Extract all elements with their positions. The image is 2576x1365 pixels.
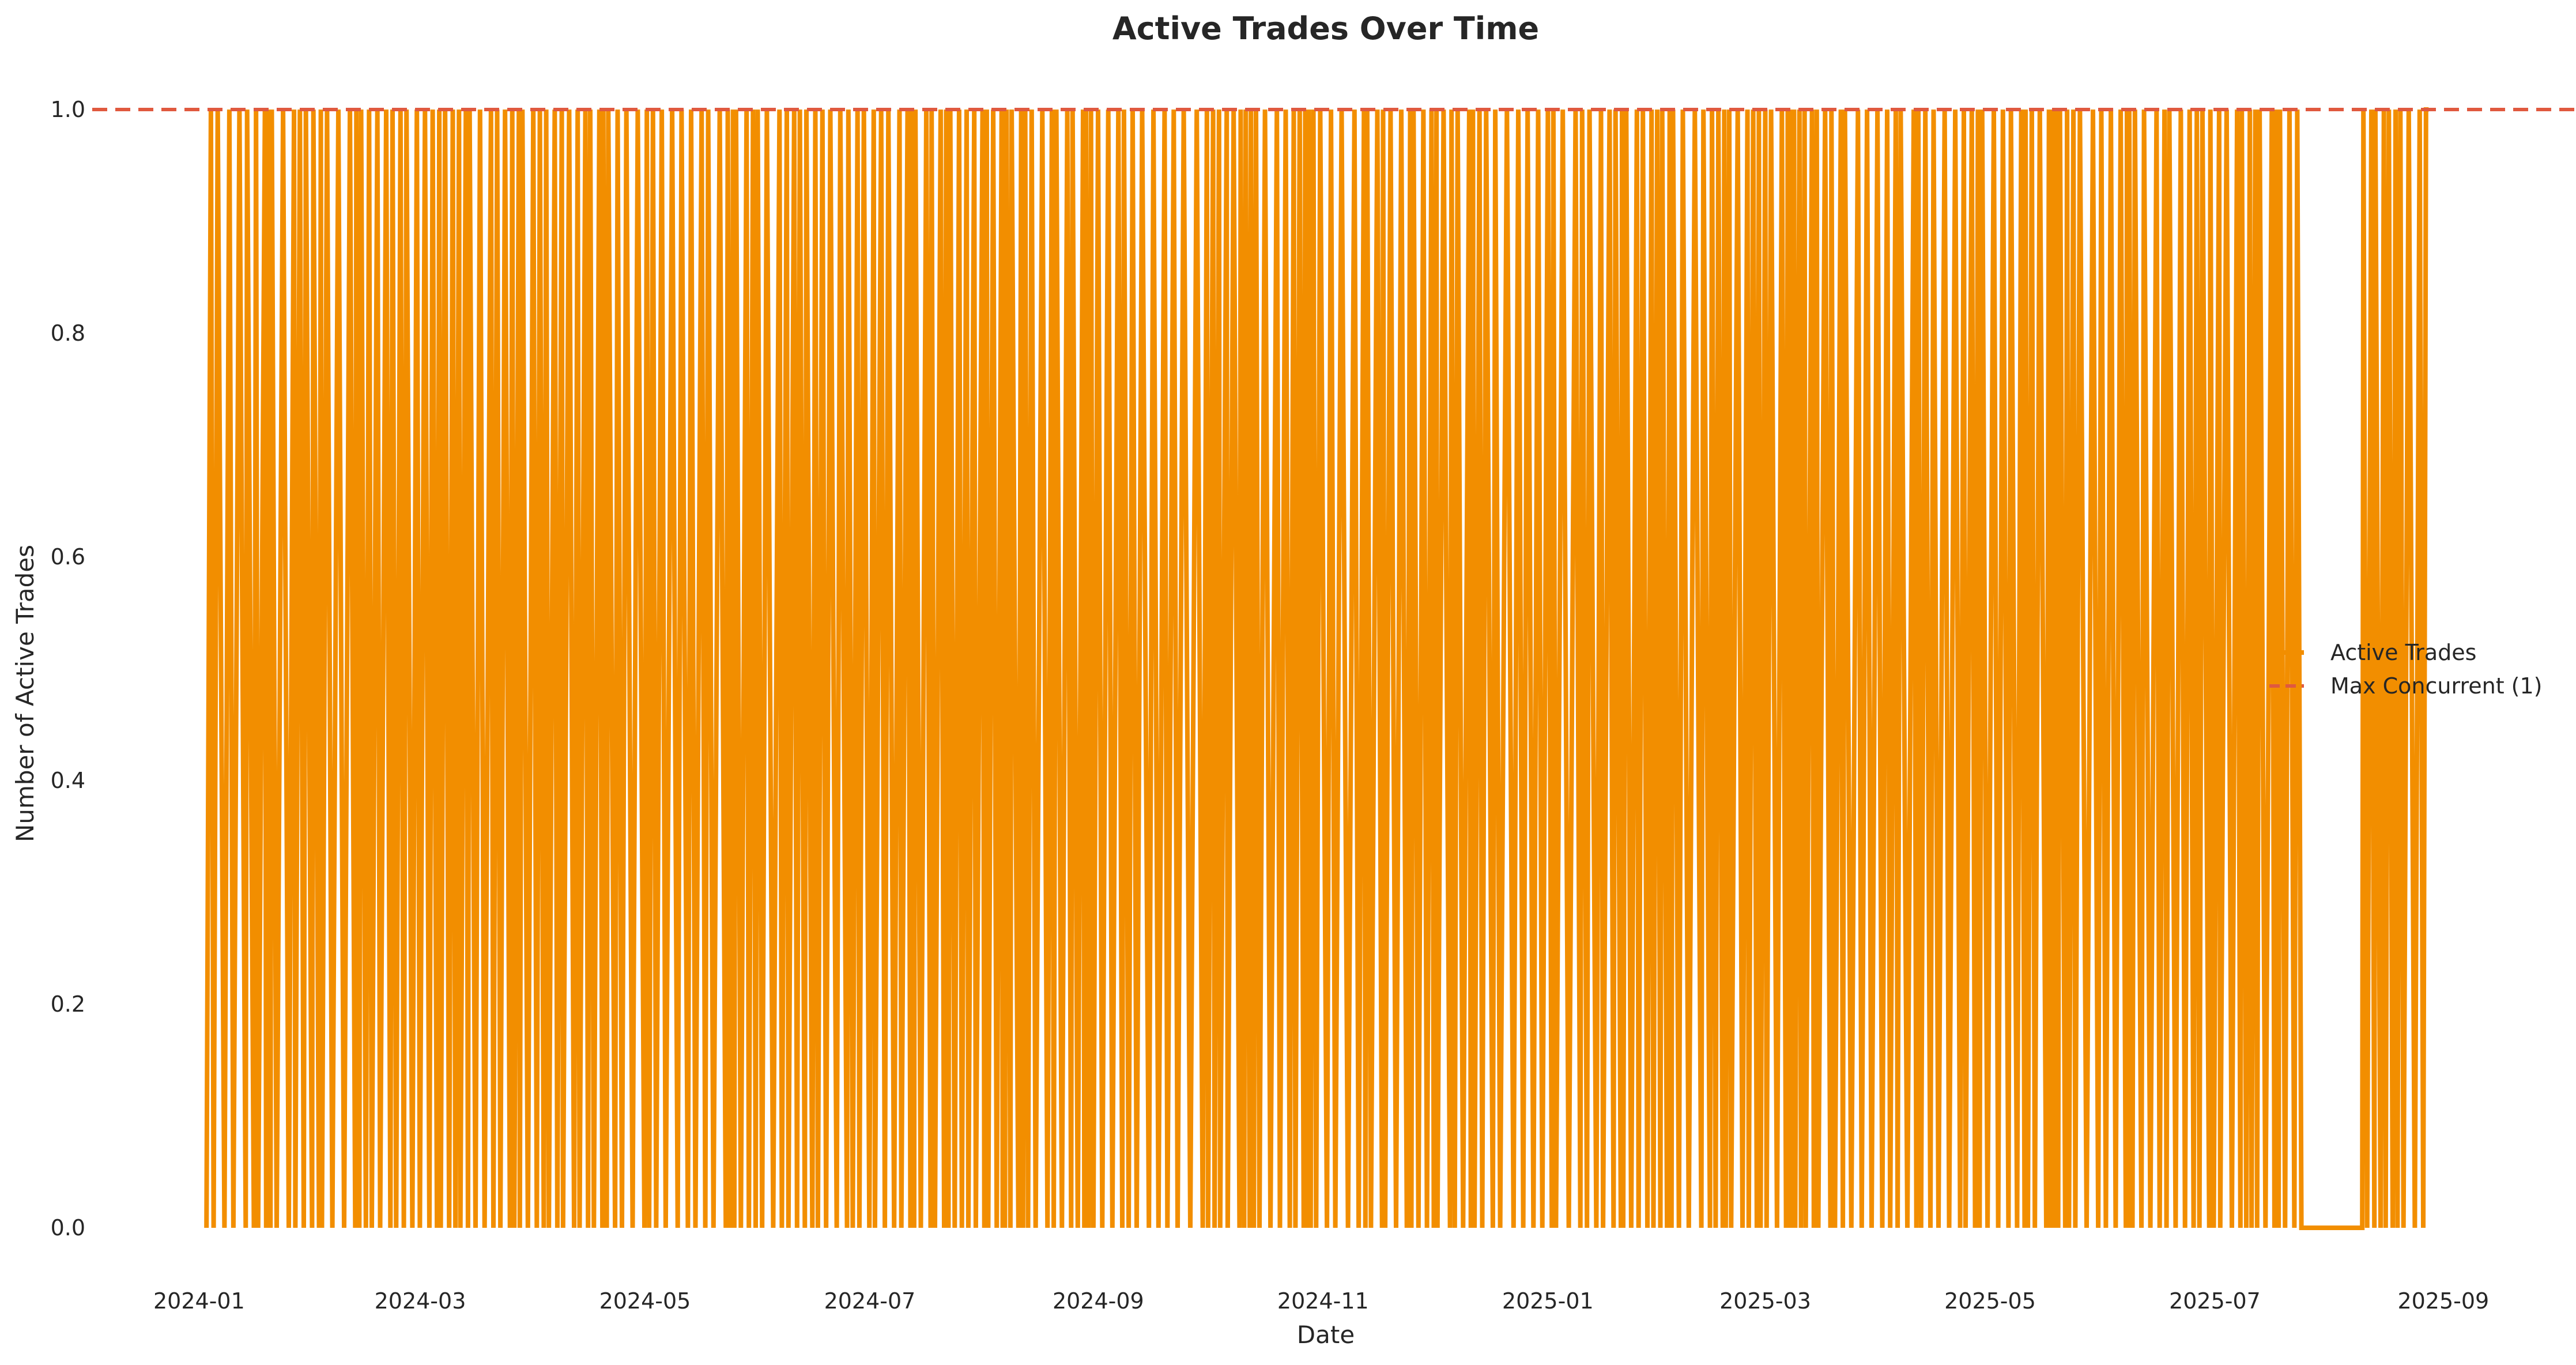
- y-tick-label: 0.2: [51, 991, 85, 1017]
- y-tick-label: 0.4: [51, 768, 85, 793]
- y-tick-label: 1.0: [51, 97, 85, 122]
- x-tick-label: 2024-09: [1053, 1288, 1144, 1314]
- x-tick-label: 2024-03: [375, 1288, 466, 1314]
- legend-label-max-concurrent: Max Concurrent (1): [2330, 673, 2543, 699]
- chart-title: Active Trades Over Time: [1112, 10, 1539, 47]
- x-tick-label: 2025-07: [2169, 1288, 2261, 1314]
- legend-label-active-trades: Active Trades: [2330, 640, 2476, 665]
- x-tick-label: 2025-05: [1944, 1288, 2036, 1314]
- series-line-active-trades: [204, 107, 2429, 1230]
- y-axis: 0.0 0.2 0.4 0.6 0.8 1.0: [51, 97, 85, 1240]
- x-tick-label: 2025-01: [1502, 1288, 1594, 1314]
- x-tick-label: 2024-01: [153, 1288, 245, 1314]
- y-tick-label: 0.6: [51, 544, 85, 570]
- y-tick-label: 0.0: [51, 1215, 85, 1240]
- plot-area: [92, 107, 2576, 1230]
- x-axis: 2024-01 2024-03 2024-05 2024-07 2024-09 2024-…: [153, 1288, 2489, 1314]
- x-tick-label: 2025-03: [1719, 1288, 1811, 1314]
- x-tick-label: 2024-11: [1277, 1288, 1369, 1314]
- x-axis-label: Date: [1297, 1321, 1355, 1349]
- legend: Active Trades Max Concurrent (1): [2269, 640, 2543, 699]
- y-tick-label: 0.8: [51, 320, 85, 346]
- x-tick-label: 2025-09: [2397, 1288, 2489, 1314]
- y-axis-label: Number of Active Trades: [11, 545, 39, 842]
- x-tick-label: 2024-07: [824, 1288, 916, 1314]
- x-tick-label: 2024-05: [599, 1288, 691, 1314]
